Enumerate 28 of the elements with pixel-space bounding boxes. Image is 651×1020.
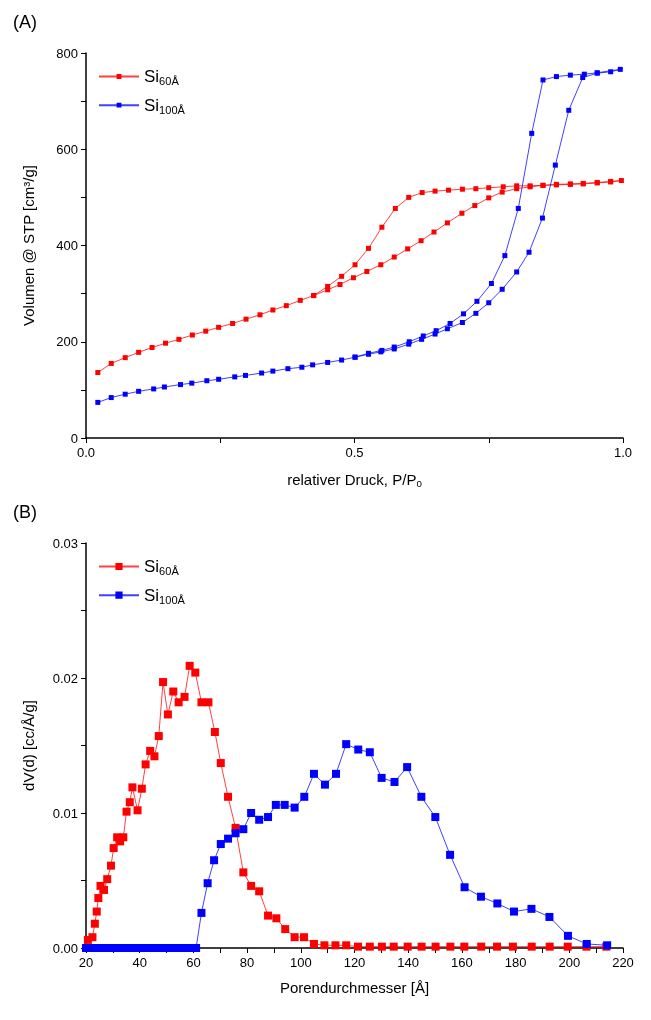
y-tick-label: 200 <box>56 334 78 350</box>
x-tick-label: 60 <box>186 955 201 970</box>
x-axis-title: Porendurchmesser [Å] <box>279 979 430 996</box>
y-tick-label: 0.03 <box>52 535 78 551</box>
x-tick-label: 80 <box>239 955 255 970</box>
chart-title: (A) <box>13 12 37 32</box>
x-tick-label: 40 <box>132 955 147 970</box>
x-tick-label: 0.0 <box>76 445 96 460</box>
y-tick-label: 0.00 <box>52 940 78 956</box>
y-tick-label: 0.02 <box>52 670 78 686</box>
y-axis-title: dV(d) [cc/Å/g] <box>20 700 37 791</box>
x-tick-label: 180 <box>504 955 527 970</box>
y-tick-label: 800 <box>56 45 78 61</box>
chart-title: (B) <box>13 502 37 522</box>
x-tick-label: 200 <box>558 955 581 970</box>
x-tick-label: 220 <box>612 955 634 970</box>
y-tick-label: 0 <box>70 430 78 446</box>
x-tick-label: 160 <box>451 955 473 970</box>
y-tick-label: 600 <box>56 141 78 157</box>
x-tick-label: 120 <box>343 955 366 970</box>
x-tick-label: 1.0 <box>613 445 633 460</box>
y-tick-label: 0.01 <box>52 805 78 821</box>
x-tick-label: 0.5 <box>345 445 364 460</box>
y-tick-label: 400 <box>56 238 78 253</box>
x-tick-label: 140 <box>397 955 420 970</box>
x-tick-label: 20 <box>78 955 94 970</box>
y-axis-title: Volumen @ STP [cm³/g] <box>20 165 37 326</box>
x-tick-label: 100 <box>289 955 312 970</box>
